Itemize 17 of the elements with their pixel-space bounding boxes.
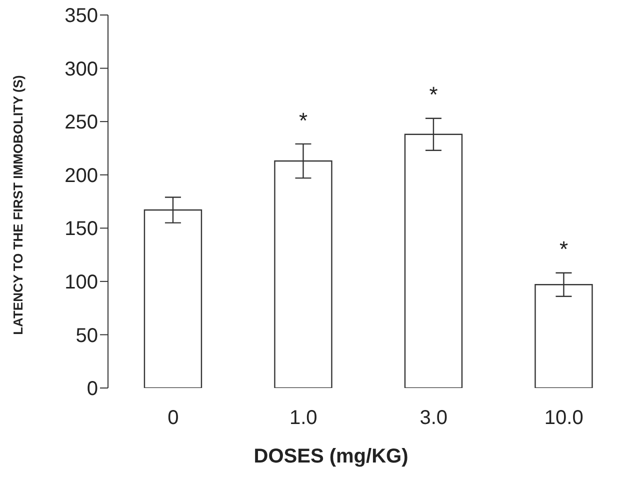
- y-axis-title: LATENCY TO THE FIRST IMMOBOLITY (S): [10, 75, 26, 335]
- y-tick-label: 200: [64, 164, 98, 187]
- y-tick-label: 0: [86, 378, 98, 400]
- y-tick-label: 100: [64, 272, 98, 294]
- x-axis-title: DOSES (mg/KG): [254, 446, 408, 468]
- x-tick-label: 0: [168, 407, 179, 430]
- y-tick-label: 150: [64, 218, 98, 240]
- data-label: *: [429, 82, 438, 108]
- x-tick-label: 3.0: [420, 407, 448, 430]
- y-tick-label: 350: [64, 5, 98, 28]
- data-label: *: [298, 108, 308, 133]
- x-tick-label: 10.0: [544, 407, 584, 430]
- x-tick-label: 1.0: [289, 407, 318, 430]
- y-tick-label: 300: [64, 58, 98, 80]
- y-tick-label: 50: [76, 324, 98, 347]
- y-tick-label: 250: [64, 112, 98, 134]
- data-label: *: [559, 236, 568, 262]
